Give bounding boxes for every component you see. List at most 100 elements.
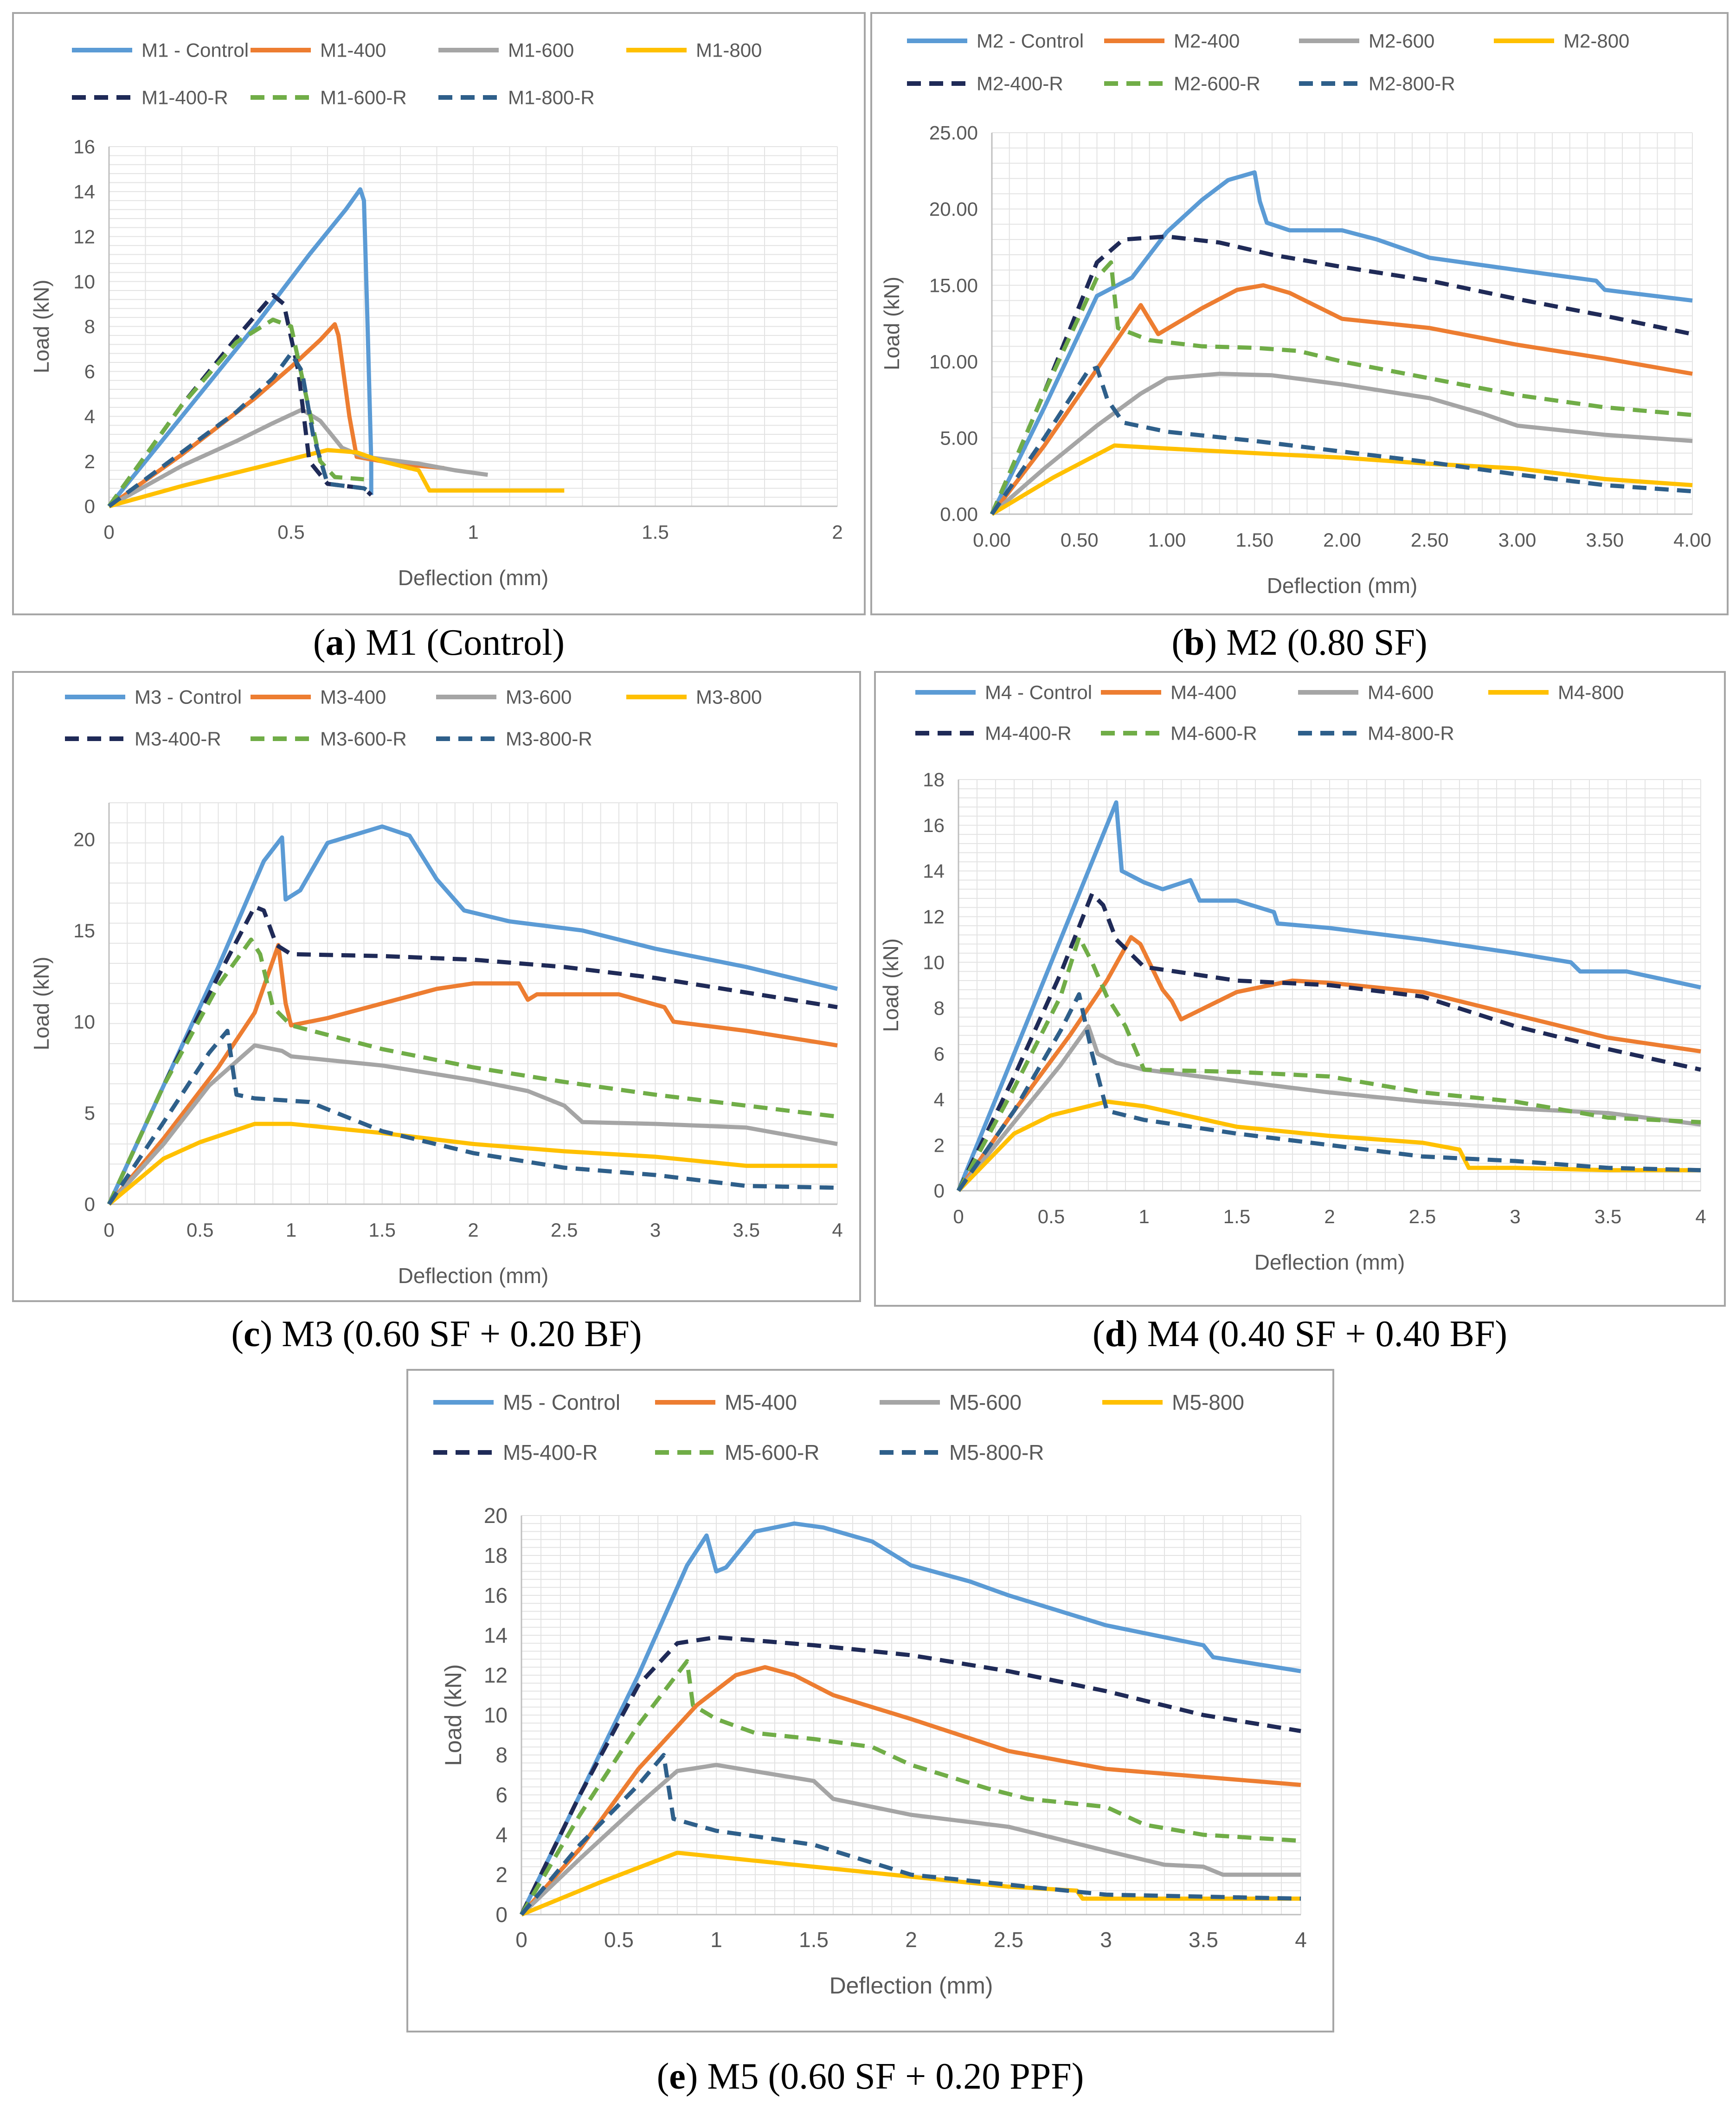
y-axis-title: Load (kN): [879, 938, 903, 1032]
x-tick-label: 3: [650, 1219, 661, 1241]
legend-label: M3-400-R: [135, 728, 221, 750]
y-tick-label: 8: [84, 316, 95, 337]
x-tick-label: 0: [515, 1928, 527, 1952]
x-tick-label: 0: [103, 521, 114, 543]
legend-label: M1-600-R: [320, 87, 407, 109]
legend-label: M1-800-R: [508, 87, 595, 109]
chart-a: 0 0.5 1 1.5 2 0 2 4 6 8 10 12 14 16 Deflection (mm) Loa…: [29, 39, 843, 590]
y-tick-label: 4: [84, 406, 95, 427]
x-tick-label: 1: [1138, 1206, 1149, 1227]
x-tick-label: 1.00: [1148, 529, 1186, 551]
x-tick-label: 3: [1510, 1206, 1520, 1227]
y-axis-title: Load (kN): [29, 280, 53, 374]
y-tick-label: 2: [495, 1863, 508, 1887]
x-tick-label: 2: [468, 1219, 478, 1241]
x-tick-label: 0.5: [186, 1219, 213, 1241]
x-tick-label: 2.50: [1411, 529, 1449, 551]
y-tick-label: 8: [495, 1743, 508, 1767]
series-line-m1-control: [107, 187, 373, 508]
x-tick-label: 3: [1100, 1928, 1112, 1952]
legend-label: M1-400: [320, 39, 386, 61]
legend-label: M3-600-R: [320, 728, 407, 750]
y-tick-label: 6: [934, 1043, 945, 1064]
series-line-m5-control: [519, 1521, 1301, 1916]
x-tick-label: 1: [468, 521, 478, 543]
y-tick-label: 16: [73, 136, 95, 158]
x-axis-title: Deflection (mm): [1267, 574, 1418, 598]
series-line-m4-800: [957, 1099, 1701, 1193]
x-tick-label: 4.00: [1673, 529, 1711, 551]
x-tick-label: 2: [905, 1928, 917, 1952]
series-line-m2-600-r: [990, 260, 1693, 515]
series-line-m2-800: [990, 443, 1693, 516]
chart-panel-e: 0 0.5 1 1.5 2 2.5 3 3.5 4 0 2 4 6 8 10 12 14 16 18 20 Deflec…: [406, 1369, 1334, 2032]
legend-label: M2-600: [1369, 30, 1434, 52]
series-line-m3-400-r: [107, 904, 838, 1205]
series-line-m1-800-r: [108, 351, 373, 508]
legend-label: M1-400-R: [141, 87, 228, 109]
x-tick-label: 2.00: [1323, 529, 1361, 551]
legend-label: M2-800: [1563, 30, 1629, 52]
series-line-m1-600-r: [107, 317, 364, 508]
x-tick-label: 1: [286, 1219, 296, 1241]
legend-label: M4-400-R: [985, 723, 1072, 744]
y-tick-label: 0: [495, 1903, 508, 1927]
y-tick-label: 4: [495, 1823, 508, 1847]
series-line-m2-400: [990, 283, 1693, 516]
series-line-m2-400-r: [990, 234, 1693, 515]
y-tick-label: 2: [84, 451, 95, 472]
legend-label: M2-400-R: [977, 73, 1063, 95]
x-tick-label: 1.5: [1223, 1206, 1250, 1227]
x-axis-title: Deflection (mm): [398, 1264, 549, 1288]
series-line-m1-600: [108, 407, 489, 508]
series-line-m4-600-r: [957, 935, 1701, 1192]
chart-e: 0 0.5 1 1.5 2 2.5 3 3.5 4 0 2 4 6 8 10 12 14 16 18 20 Deflec…: [433, 1390, 1307, 1999]
series-line-m4-control: [956, 800, 1701, 1192]
y-tick-label: 18: [484, 1543, 508, 1568]
plot-grid: [521, 1515, 1301, 1915]
chart-panel-b: 0.00 0.50 1.00 1.50 2.00 2.50 3.00 3.50 4.00 0.00…: [870, 12, 1729, 615]
legend-label: M4-800: [1558, 682, 1624, 703]
y-tick-label: 15.00: [929, 275, 978, 297]
legend-label: M2-800-R: [1369, 73, 1455, 95]
y-tick-label: 12: [484, 1663, 508, 1687]
series-line-m3-600-r: [107, 937, 838, 1205]
x-tick-label: 2: [832, 521, 842, 543]
plot-grid: [109, 802, 838, 1205]
x-tick-label: 3.00: [1498, 529, 1537, 551]
series-line-m3-600: [107, 1043, 838, 1206]
y-tick-label: 25.00: [929, 122, 978, 144]
chart-c: 0 0.5 1 1.5 2 2.5 3 3.5 4 0 5 10 15 20 Deflection (mm)…: [29, 686, 843, 1288]
y-tick-label: 14: [73, 181, 95, 203]
x-tick-label: 0.5: [604, 1928, 634, 1952]
x-tick-label: 0.5: [1038, 1206, 1065, 1227]
legend-label: M5-800-R: [949, 1440, 1044, 1464]
y-tick-label: 0.00: [940, 503, 978, 525]
x-tick-label: 0: [103, 1219, 114, 1241]
legend-label: M3-800: [696, 686, 762, 708]
x-tick-label: 4: [1295, 1928, 1307, 1952]
x-tick-label: 0.00: [973, 529, 1011, 551]
plot-grid: [109, 146, 838, 507]
y-tick-label: 0: [934, 1180, 945, 1202]
series-line-m5-800-r: [520, 1753, 1301, 1916]
legend-label: M4 - Control: [985, 682, 1092, 703]
legend-label: M5-800: [1172, 1390, 1244, 1414]
legend-label: M3-800-R: [506, 728, 592, 750]
y-tick-label: 4: [934, 1089, 945, 1110]
x-tick-label: 3.50: [1586, 529, 1624, 551]
x-tick-label: 4: [1695, 1206, 1706, 1227]
y-tick-label: 20.00: [929, 198, 978, 220]
y-tick-label: 5.00: [940, 427, 978, 449]
chart-b: 0.00 0.50 1.00 1.50 2.00 2.50 3.00 3.50 4.00 0.00…: [880, 30, 1711, 598]
x-axis-title: Deflection (mm): [398, 566, 549, 590]
legend-label: M5-400-R: [503, 1440, 598, 1464]
series-line-m1-800: [108, 448, 565, 509]
x-tick-label: 1.5: [642, 521, 669, 543]
caption-b: (b) M2 (0.80 SF): [1171, 622, 1427, 663]
y-tick-label: 6: [495, 1783, 508, 1807]
series-line-m3-400: [107, 943, 838, 1206]
x-tick-label: 3.5: [1189, 1928, 1218, 1952]
x-tick-label: 2.5: [1409, 1206, 1436, 1227]
x-tick-label: 3.5: [733, 1219, 760, 1241]
